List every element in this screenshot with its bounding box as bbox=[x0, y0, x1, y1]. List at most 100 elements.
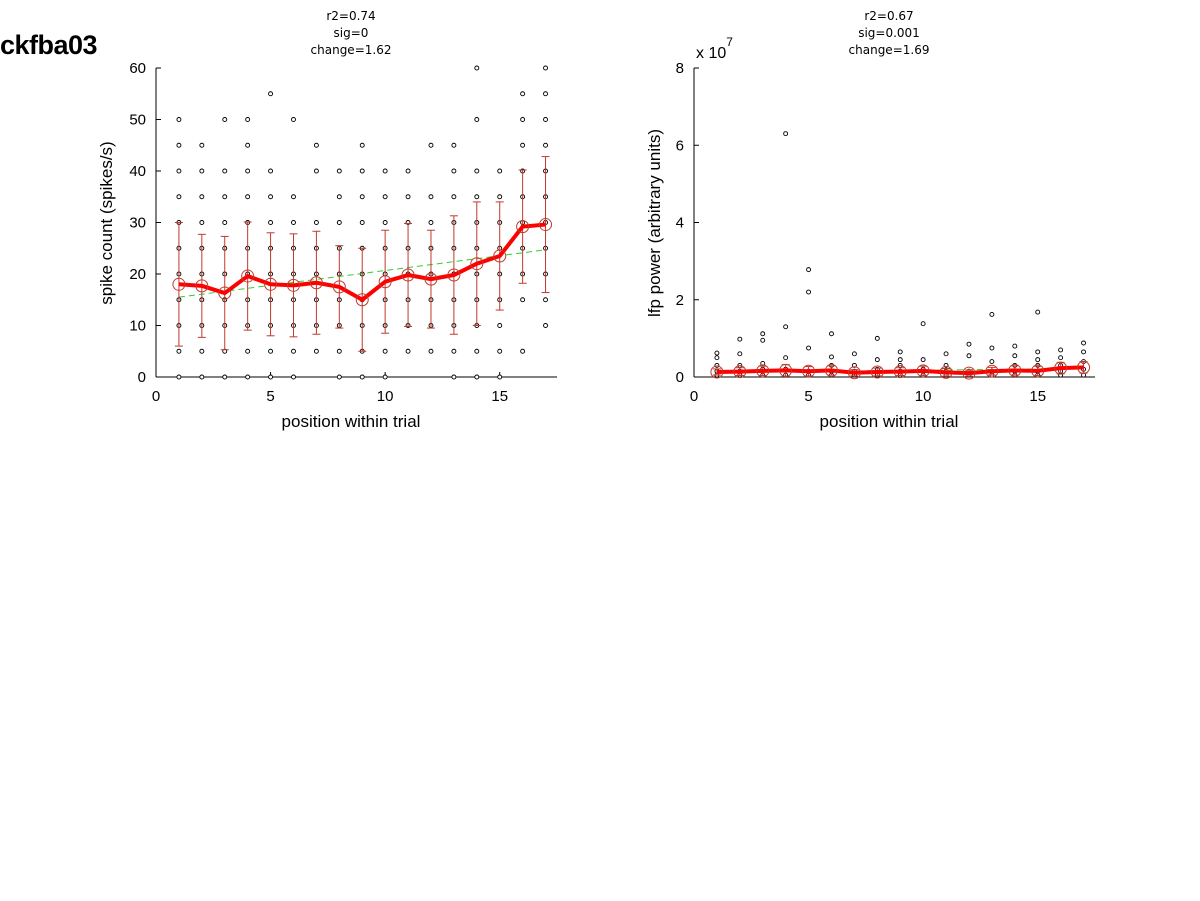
mean-marker bbox=[893, 365, 907, 379]
data-point bbox=[760, 331, 766, 337]
data-point bbox=[829, 354, 834, 360]
data-point bbox=[222, 117, 228, 122]
data-point bbox=[359, 168, 365, 174]
mean-marker bbox=[985, 364, 999, 378]
mean-marker bbox=[286, 278, 300, 292]
data-point bbox=[176, 194, 182, 200]
stat-r2: r2=0.74 bbox=[326, 9, 375, 23]
data-point bbox=[920, 321, 926, 327]
data-point bbox=[1058, 347, 1064, 353]
data-point bbox=[199, 220, 205, 225]
data-point bbox=[1081, 340, 1086, 346]
y-tick-label: 20 bbox=[129, 266, 146, 283]
data-point bbox=[520, 142, 526, 148]
data-point bbox=[268, 220, 274, 225]
mean-marker bbox=[756, 364, 770, 378]
figure-label: ckfba03 bbox=[0, 30, 98, 60]
data-point bbox=[268, 168, 274, 174]
data-point bbox=[382, 168, 388, 174]
data-point bbox=[382, 220, 388, 225]
mean-marker bbox=[733, 365, 747, 379]
data-point bbox=[428, 348, 434, 354]
data-point bbox=[291, 374, 296, 380]
data-point bbox=[176, 374, 182, 380]
data-point bbox=[474, 194, 480, 200]
mean-marker bbox=[172, 277, 186, 291]
data-point bbox=[382, 348, 388, 354]
data-point bbox=[714, 355, 720, 361]
mean-marker bbox=[218, 286, 232, 300]
lfp-power-panel: r2=0.67 sig=0.001 change=1.69 position w… bbox=[645, 9, 1095, 431]
data-point bbox=[1081, 349, 1086, 355]
data-point bbox=[451, 168, 457, 174]
data-point bbox=[245, 142, 251, 148]
data-point bbox=[336, 348, 342, 354]
data-point bbox=[543, 91, 548, 97]
data-point bbox=[520, 117, 526, 122]
x-tick-label: 15 bbox=[491, 388, 508, 405]
data-point bbox=[543, 117, 548, 122]
mean-marker bbox=[824, 363, 838, 377]
data-point bbox=[874, 357, 880, 363]
data-point bbox=[405, 168, 411, 174]
mean-marker bbox=[401, 268, 415, 282]
x-tick-label: 0 bbox=[690, 388, 698, 405]
data-point bbox=[474, 117, 480, 122]
mean-marker bbox=[710, 365, 724, 379]
mean-marker bbox=[470, 257, 484, 271]
x-tick-label: 0 bbox=[152, 388, 160, 405]
x-tick-label: 5 bbox=[804, 388, 812, 405]
data-point bbox=[806, 345, 812, 351]
mean-marker bbox=[847, 366, 861, 380]
data-point bbox=[382, 194, 388, 200]
mean-marker bbox=[779, 363, 793, 377]
data-point bbox=[359, 220, 365, 225]
data-point bbox=[497, 194, 503, 200]
x-tick-label: 10 bbox=[915, 388, 932, 405]
mean-marker bbox=[539, 218, 553, 232]
data-point bbox=[176, 117, 182, 122]
data-point bbox=[268, 374, 274, 380]
mean-marker bbox=[332, 280, 346, 294]
data-point bbox=[497, 374, 503, 380]
exponent-power: 7 bbox=[726, 35, 733, 49]
mean-marker bbox=[447, 268, 461, 282]
data-point bbox=[268, 91, 274, 97]
data-point bbox=[737, 351, 743, 357]
data-point bbox=[268, 194, 274, 200]
data-point bbox=[874, 335, 880, 341]
data-point bbox=[199, 168, 205, 174]
data-point bbox=[520, 348, 526, 354]
y-tick-label: 10 bbox=[129, 318, 146, 335]
data-point bbox=[737, 336, 743, 342]
data-point bbox=[176, 348, 182, 354]
data-point bbox=[222, 194, 228, 200]
x-axis-label: position within trial bbox=[282, 412, 421, 431]
data-point bbox=[176, 168, 182, 174]
mean-line bbox=[716, 365, 1084, 376]
mean-marker bbox=[493, 249, 507, 263]
data-point bbox=[783, 324, 789, 330]
data-point bbox=[291, 348, 296, 354]
data-point bbox=[806, 289, 812, 295]
data-point bbox=[336, 194, 342, 200]
y-tick-label: 40 bbox=[129, 163, 146, 180]
data-point bbox=[520, 297, 526, 303]
x-tick-label: 15 bbox=[1029, 388, 1046, 405]
data-point bbox=[245, 194, 251, 200]
y-tick-label: 30 bbox=[129, 215, 146, 232]
data-point bbox=[897, 357, 903, 363]
data-point bbox=[336, 168, 342, 174]
y-tick-label: 4 bbox=[676, 215, 684, 232]
mean-marker bbox=[355, 293, 369, 307]
mean-marker bbox=[802, 364, 816, 378]
data-point bbox=[966, 341, 972, 347]
data-point bbox=[291, 117, 296, 122]
data-point bbox=[359, 142, 365, 148]
data-point bbox=[451, 194, 457, 200]
data-point bbox=[268, 348, 274, 354]
y-tick-label: 0 bbox=[676, 369, 684, 386]
mean-marker bbox=[939, 365, 953, 379]
data-point bbox=[291, 194, 296, 200]
